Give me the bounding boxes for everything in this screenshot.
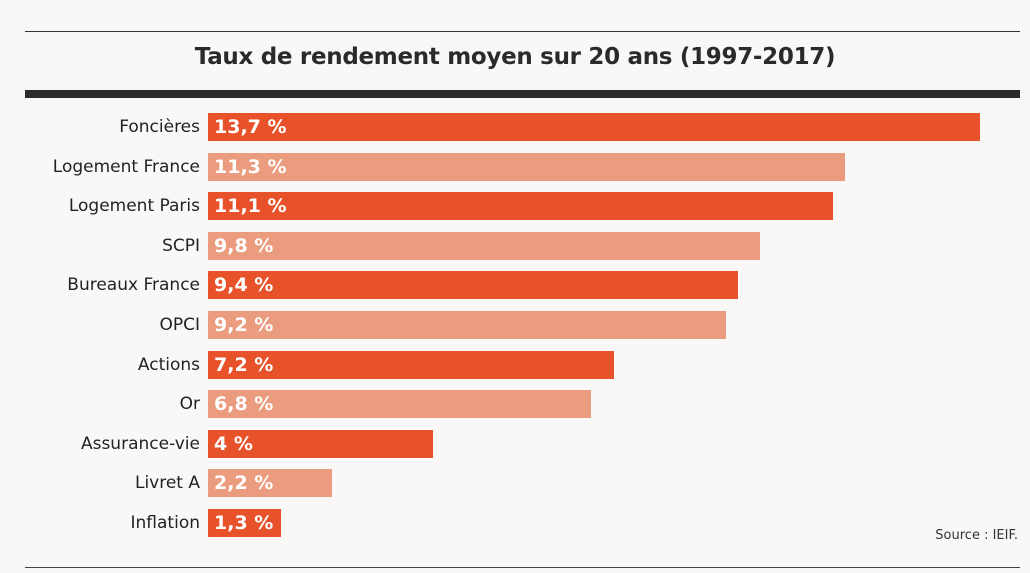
category-label: Inflation [130,513,200,533]
value-label: 7,2 % [214,353,274,376]
value-label: 4 % [214,432,253,455]
bar [208,311,727,339]
category-label: Foncières [119,117,200,137]
bar [208,350,614,379]
category-label: Bureaux France [67,275,200,296]
title-underline [25,90,1020,98]
bar [208,113,980,141]
category-label: Livret A [134,473,200,494]
bar [208,390,592,419]
value-label: 11,1 % [214,195,287,218]
value-label: 11,3 % [214,155,287,178]
value-label: 9,8 % [214,234,274,257]
bar [208,152,845,181]
value-label: 13,7 % [214,116,287,138]
value-label: 9,2 % [214,314,274,336]
category-label: SCPI [162,235,200,256]
bar [208,192,834,221]
category-label: Logement Paris [68,196,200,217]
bar [208,469,332,498]
chart-title: Taux de rendement moyen sur 20 ans (1997… [194,44,836,70]
bottom-rule [25,567,1020,568]
value-label: 9,4 % [214,274,274,297]
bar [208,231,761,260]
value-label: 6,8 % [214,393,274,416]
bar [208,429,434,458]
category-label: Logement France [52,156,200,177]
category-label: Assurance-vie [80,433,200,454]
bar [208,271,738,300]
category-label: OPCI [159,315,200,335]
bar [208,509,282,537]
value-label: 2,2 % [214,472,274,495]
category-label: Or [179,394,200,415]
value-label: 1,3 % [214,512,274,534]
top-rule [25,31,1020,32]
category-label: Actions [137,354,200,375]
source-note: Source : IEIF. [935,528,1018,543]
